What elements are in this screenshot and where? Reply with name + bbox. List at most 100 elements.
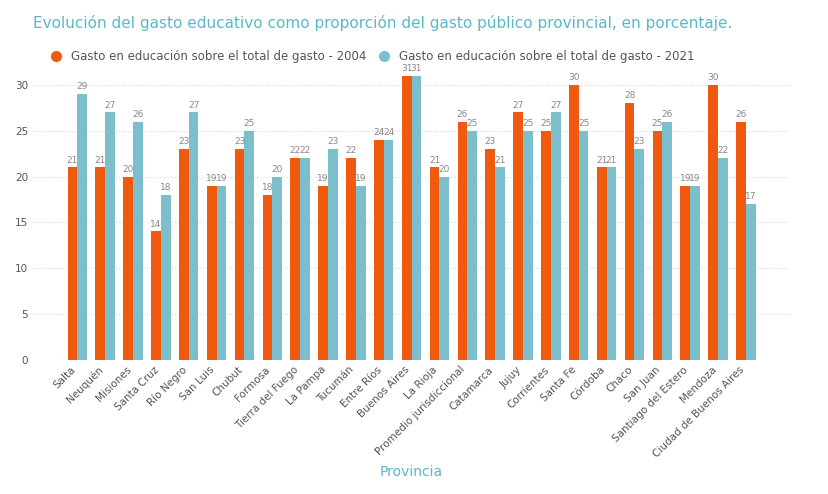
Bar [457,122,467,360]
Text: 21: 21 [94,156,106,165]
Bar [717,158,727,360]
Text: 25: 25 [522,119,533,128]
Bar [105,113,115,360]
Bar [161,195,171,360]
Bar [578,131,588,360]
Bar [652,131,662,360]
Text: 23: 23 [233,137,245,146]
Bar [95,167,105,360]
Bar [662,122,672,360]
X-axis label: Provincia: Provincia [379,465,443,479]
Text: 25: 25 [540,119,551,128]
Text: 26: 26 [456,110,468,119]
Bar [485,149,494,360]
Text: 21: 21 [595,156,607,165]
Bar [735,122,745,360]
Bar [494,167,504,360]
Bar [300,158,310,360]
Bar [179,149,189,360]
Text: 27: 27 [188,101,199,110]
Text: 23: 23 [327,137,338,146]
Text: 18: 18 [160,183,171,192]
Bar [467,131,476,360]
Bar [439,176,449,360]
Text: 22: 22 [345,146,356,156]
Text: 19: 19 [688,174,700,183]
Bar [216,186,226,360]
Bar [355,186,365,360]
Text: 28: 28 [623,91,634,100]
Text: 20: 20 [438,165,450,174]
Text: 27: 27 [512,101,523,110]
Legend: Gasto en educación sobre el total de gasto - 2004, Gasto en educación sobre el t: Gasto en educación sobre el total de gas… [39,45,699,68]
Bar [513,113,522,360]
Text: 29: 29 [76,82,88,91]
Bar [568,85,578,360]
Text: 20: 20 [271,165,282,174]
Bar [429,167,439,360]
Text: 19: 19 [679,174,691,183]
Bar [690,186,699,360]
Bar [189,113,198,360]
Text: 19: 19 [215,174,227,183]
Text: 23: 23 [178,137,190,146]
Text: 19: 19 [317,174,329,183]
Text: 19: 19 [354,174,366,183]
Bar [402,76,411,360]
Bar [624,103,633,360]
Bar [680,186,690,360]
Bar [77,94,87,360]
Text: 21: 21 [605,156,616,165]
Text: 14: 14 [150,220,161,229]
Text: 25: 25 [466,119,477,128]
Text: 22: 22 [299,146,310,156]
Bar [745,204,755,360]
Text: 22: 22 [289,146,301,156]
Text: 25: 25 [577,119,589,128]
Bar [272,176,282,360]
Bar [234,149,244,360]
Bar [290,158,300,360]
Bar [132,122,142,360]
Bar [244,131,254,360]
Text: 31: 31 [401,64,412,73]
Text: 18: 18 [262,183,273,192]
Text: 30: 30 [567,73,579,82]
Text: 25: 25 [651,119,662,128]
Text: 27: 27 [550,101,561,110]
Text: 23: 23 [633,137,644,146]
Text: 24: 24 [373,128,384,137]
Bar [206,186,216,360]
Text: 21: 21 [493,156,505,165]
Bar [596,167,606,360]
Bar [318,186,328,360]
Bar [707,85,717,360]
Text: 23: 23 [484,137,495,146]
Bar [328,149,337,360]
Text: 22: 22 [716,146,728,156]
Text: 30: 30 [706,73,718,82]
Text: 20: 20 [123,165,133,174]
Bar [346,158,355,360]
Text: 31: 31 [410,64,421,73]
Text: Evolución del gasto educativo como proporción del gasto público provincial, en p: Evolución del gasto educativo como propo… [33,15,732,31]
Bar [123,176,132,360]
Bar [373,140,383,360]
Text: 21: 21 [66,156,78,165]
Text: 17: 17 [744,192,756,201]
Bar [541,131,551,360]
Bar [383,140,393,360]
Bar [151,232,161,360]
Text: 19: 19 [205,174,217,183]
Bar [551,113,560,360]
Bar [522,131,532,360]
Text: 21: 21 [428,156,440,165]
Bar [262,195,272,360]
Bar [633,149,643,360]
Text: 26: 26 [132,110,143,119]
Text: 26: 26 [734,110,746,119]
Text: 27: 27 [104,101,116,110]
Text: 24: 24 [383,128,394,137]
Text: 25: 25 [243,119,255,128]
Bar [411,76,421,360]
